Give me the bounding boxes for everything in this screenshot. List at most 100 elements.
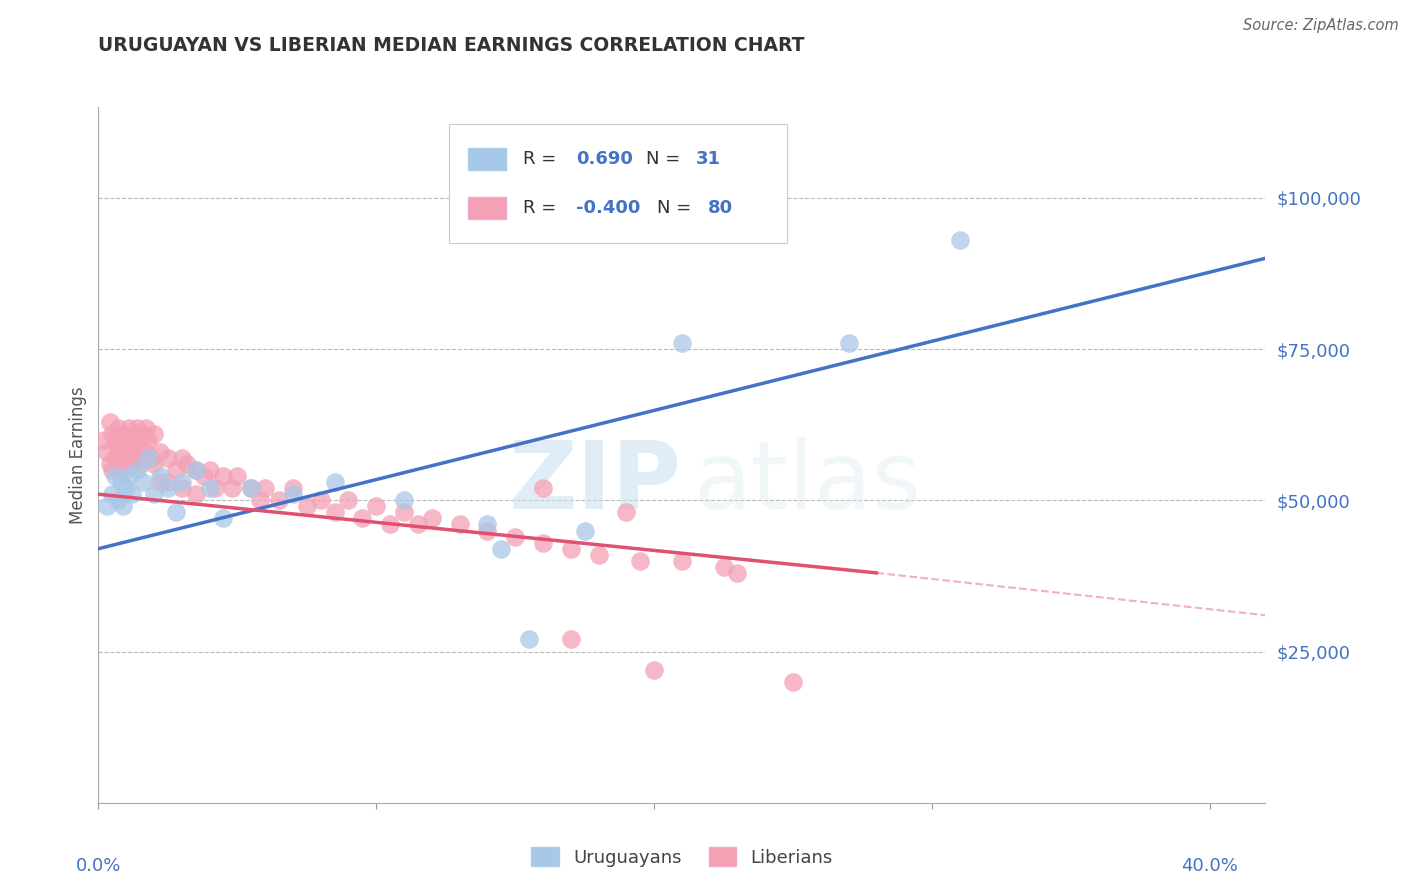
Point (949, 233, 972, 247)
Point (156, 450, 179, 465)
Text: 0.0%: 0.0% (76, 857, 121, 875)
Point (503, 530, 526, 544)
Point (838, 336, 860, 351)
Point (254, 481, 277, 495)
Point (156, 475, 179, 490)
Point (118, 469, 141, 483)
Point (378, 517, 402, 532)
Point (101, 426, 124, 441)
Point (249, 493, 271, 508)
Point (588, 548, 610, 562)
Point (110, 463, 132, 477)
Point (323, 475, 346, 490)
Point (560, 541, 582, 556)
Point (124, 450, 146, 465)
Point (107, 493, 129, 508)
Point (295, 500, 318, 514)
Point (143, 426, 166, 441)
Point (112, 450, 135, 465)
Text: URUGUAYAN VS LIBERIAN MEDIAN EARNINGS CORRELATION CHART: URUGUAYAN VS LIBERIAN MEDIAN EARNINGS CO… (98, 36, 804, 54)
Point (148, 469, 170, 483)
FancyBboxPatch shape (449, 124, 787, 243)
Point (121, 457, 143, 471)
Point (165, 463, 187, 477)
Point (107, 420, 129, 434)
Point (110, 475, 132, 490)
Point (132, 450, 155, 465)
Point (727, 566, 749, 580)
Point (165, 505, 187, 519)
Point (115, 457, 138, 471)
Point (138, 433, 160, 447)
Point (226, 469, 249, 483)
Point (148, 445, 170, 459)
Point (240, 481, 263, 495)
Point (135, 445, 157, 459)
Point (104, 433, 127, 447)
Point (392, 505, 415, 519)
Point (477, 517, 499, 532)
Point (143, 457, 166, 471)
Text: 0.690: 0.690 (575, 150, 633, 169)
Point (449, 517, 471, 532)
Point (574, 524, 596, 538)
Point (129, 433, 152, 447)
Text: ZIP: ZIP (509, 437, 682, 529)
Point (713, 559, 735, 574)
Text: N =: N = (645, 150, 686, 169)
Point (221, 481, 243, 495)
Point (143, 487, 166, 501)
Point (176, 457, 198, 471)
Point (628, 554, 651, 568)
Point (156, 481, 179, 495)
Point (337, 493, 360, 508)
Point (110, 439, 132, 453)
Point (477, 524, 499, 538)
Point (121, 433, 143, 447)
Point (107, 445, 129, 459)
Point (193, 469, 215, 483)
Point (112, 500, 135, 514)
Point (517, 632, 540, 647)
Text: 40.0%: 40.0% (1181, 857, 1239, 875)
Point (366, 500, 388, 514)
Point (170, 481, 193, 495)
Point (560, 632, 582, 647)
Text: 80: 80 (707, 199, 733, 217)
Point (198, 481, 221, 495)
Point (104, 469, 127, 483)
Point (98, 415, 121, 429)
Point (212, 511, 235, 525)
Point (184, 463, 207, 477)
Point (129, 457, 152, 471)
Text: 31: 31 (696, 150, 721, 169)
Point (614, 505, 637, 519)
Point (101, 487, 124, 501)
Point (406, 517, 429, 532)
Point (112, 426, 135, 441)
Point (138, 450, 160, 465)
Text: R =: R = (523, 150, 562, 169)
Point (96, 500, 118, 514)
Point (204, 481, 226, 495)
Point (671, 336, 693, 351)
Point (118, 445, 141, 459)
Point (531, 535, 554, 549)
Point (132, 475, 155, 490)
Point (96, 445, 118, 459)
Point (115, 481, 138, 495)
Point (240, 481, 263, 495)
Point (104, 450, 127, 465)
Point (352, 511, 374, 525)
Point (148, 475, 170, 490)
Point (101, 463, 124, 477)
Point (392, 493, 415, 508)
Point (121, 487, 143, 501)
Point (782, 674, 804, 689)
Point (127, 420, 149, 434)
Point (170, 450, 193, 465)
Point (98, 457, 121, 471)
Y-axis label: Median Earnings: Median Earnings (69, 386, 87, 524)
Point (323, 505, 346, 519)
Point (115, 433, 138, 447)
